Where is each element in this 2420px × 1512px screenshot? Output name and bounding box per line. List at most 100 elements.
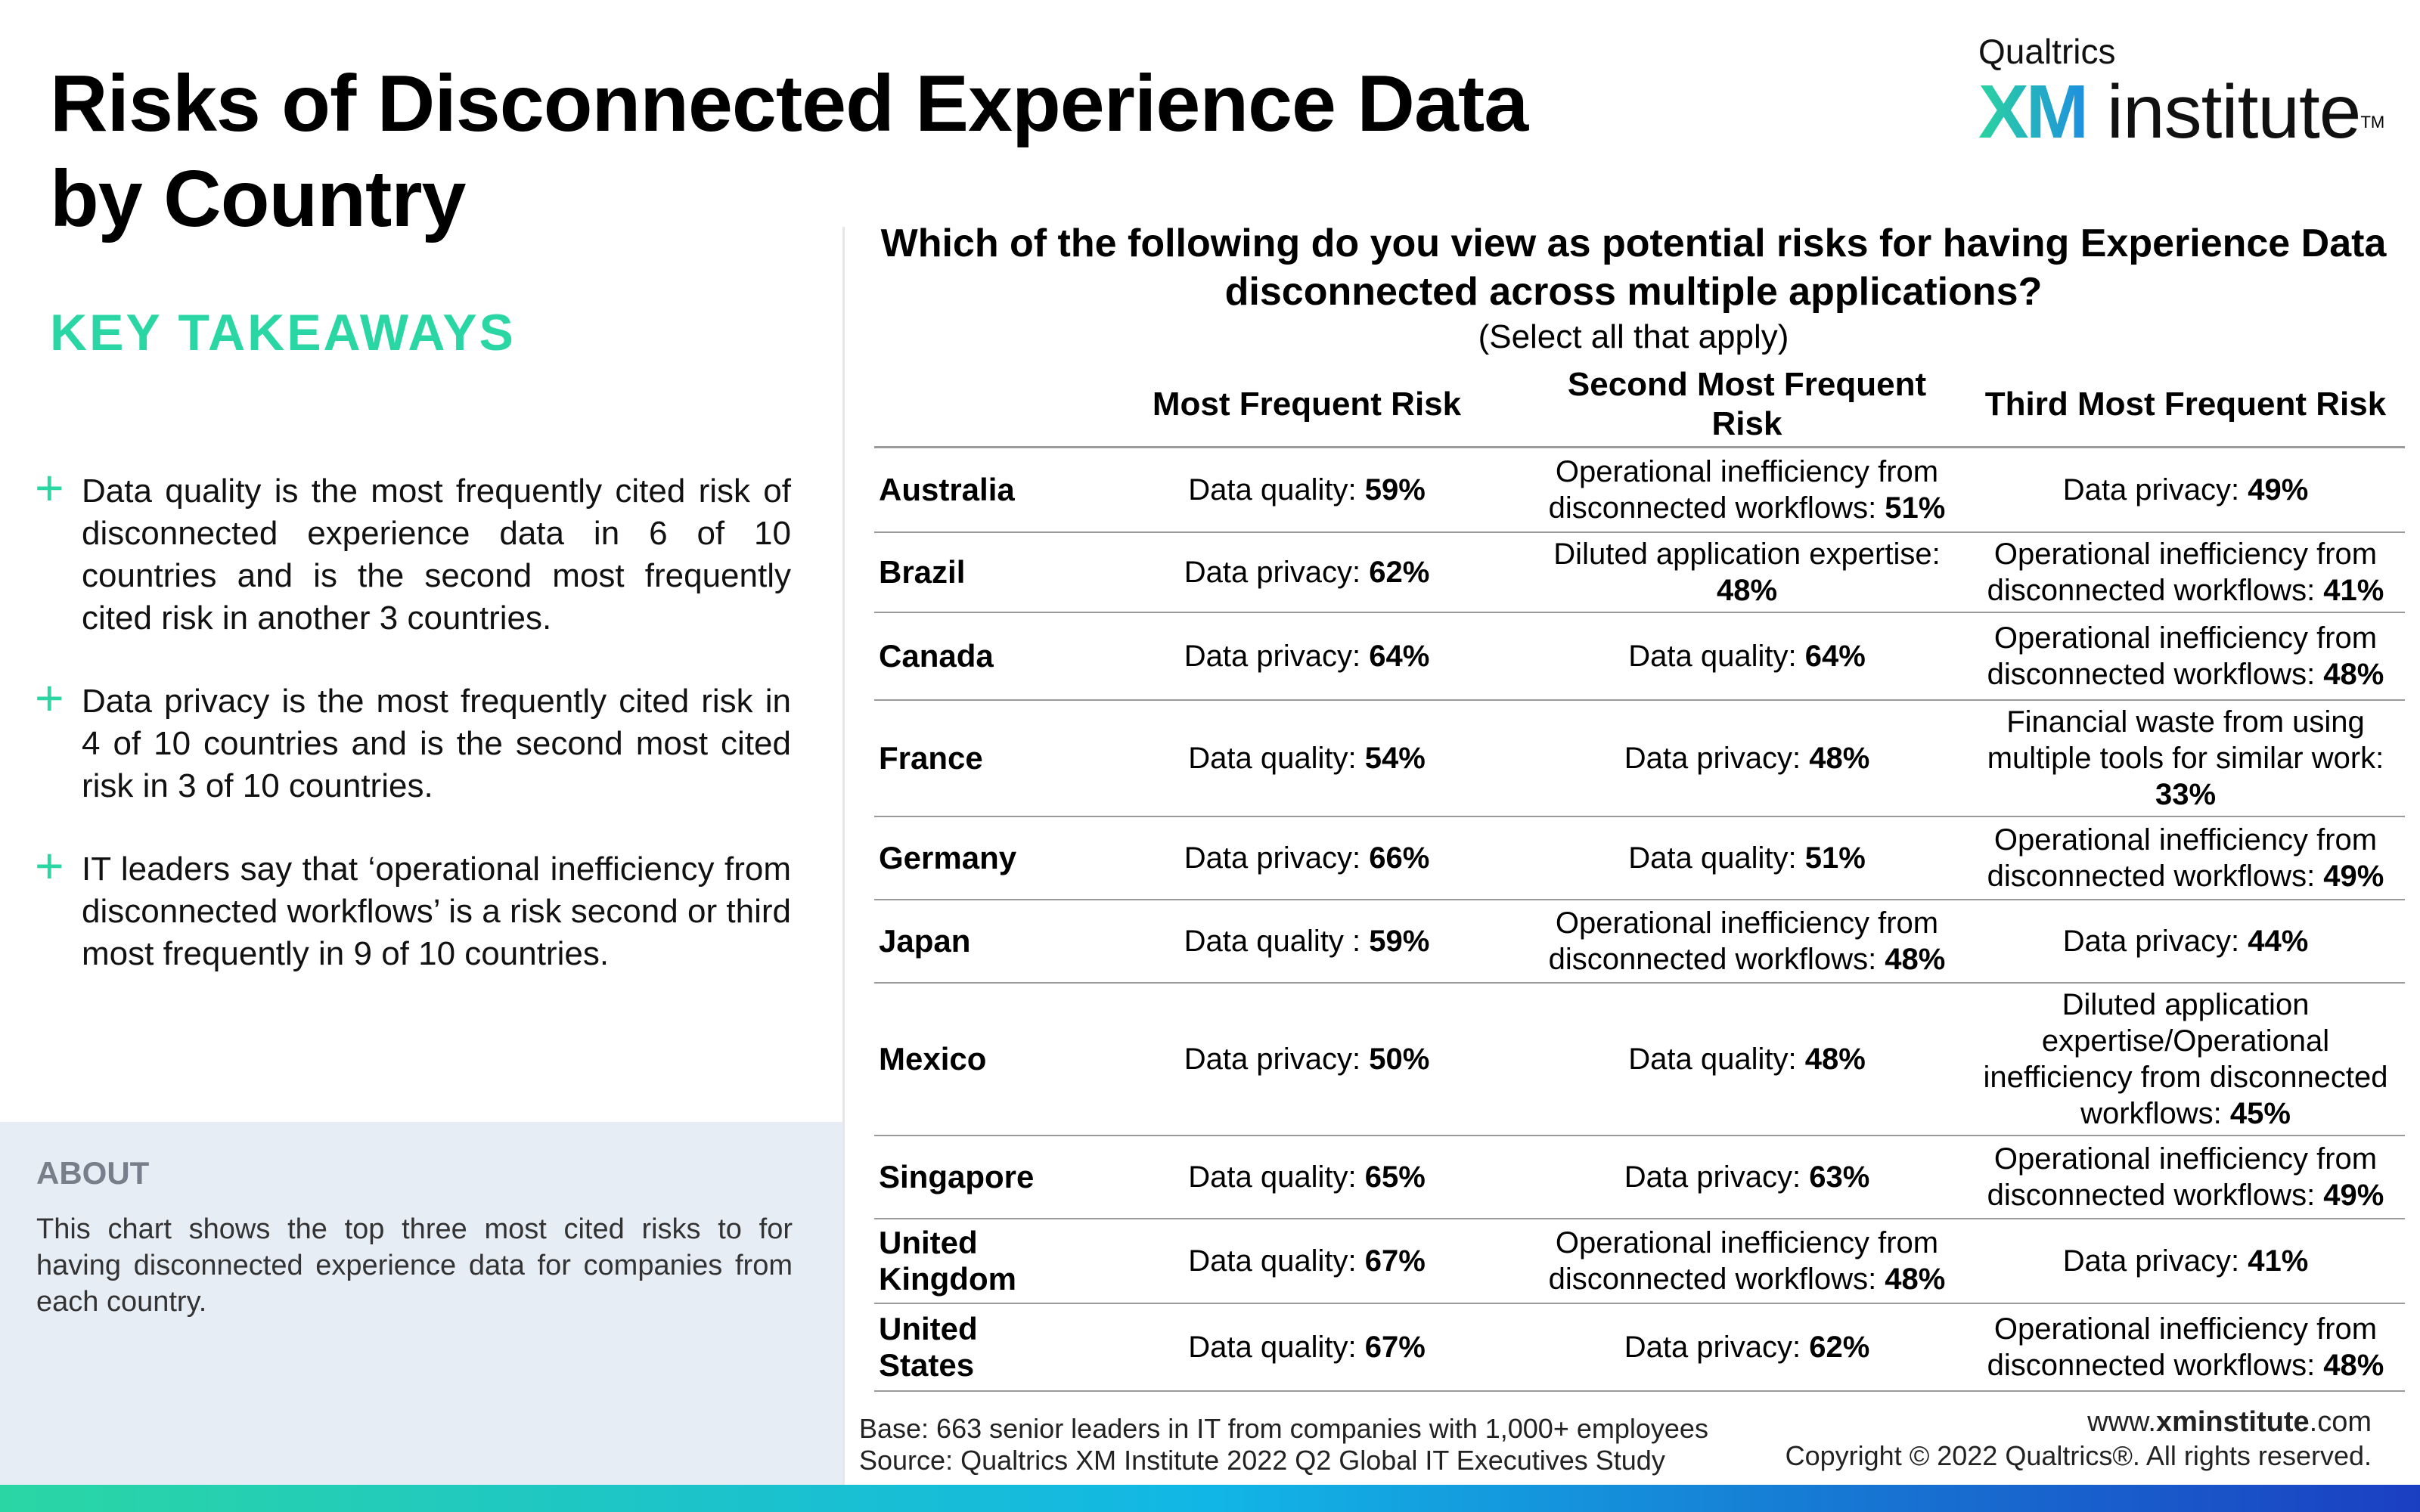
country-cell: Australia: [874, 447, 1086, 533]
risk-cell: Data quality: 48%: [1528, 982, 1966, 1136]
table-row: France Data quality: 54% Data privacy: 48%…: [874, 699, 2405, 817]
risk-label: Operational inefficiency from disconnect…: [1987, 537, 2378, 607]
risk-label: Operational inefficiency from disconnect…: [1548, 906, 1939, 976]
risk-label: Data privacy:: [1184, 841, 1370, 875]
brand-xm-text: XM: [1978, 70, 2089, 154]
risk-label: Data privacy:: [1624, 741, 1810, 775]
takeaway-item: + Data quality is the most frequently ci…: [35, 461, 791, 640]
risk-cell: Operational inefficiency from disconnect…: [1966, 1303, 2405, 1392]
risk-percent: 59%: [1369, 924, 1430, 958]
risk-percent: 54%: [1364, 741, 1426, 775]
key-takeaways-heading: KEY TAKEAWAYS: [50, 304, 516, 361]
risk-cell: Data privacy: 64%: [1086, 612, 1528, 701]
risk-cell: Data privacy: 62%: [1086, 531, 1528, 613]
risk-label: Data privacy:: [1184, 639, 1370, 673]
brand-wordmark: XM instituteTM: [1978, 74, 2384, 150]
risk-cell: Data privacy: 63%: [1528, 1135, 1966, 1219]
site-domain: xminstitute: [2155, 1406, 2310, 1438]
risk-label: Data privacy:: [2062, 1244, 2248, 1278]
source-note: Source: Qualtrics XM Institute 2022 Q2 G…: [859, 1445, 1665, 1476]
takeaway-item: + Data privacy is the most frequently ci…: [35, 671, 791, 807]
table-row: Germany Data privacy: 66% Data quality: 51…: [874, 816, 2405, 900]
risk-label: Data quality :: [1184, 924, 1370, 958]
table-row: Australia Data quality: 59% Operational in…: [874, 447, 2405, 533]
takeaway-text: Data quality is the most frequently cite…: [82, 472, 791, 637]
risk-cell: Data quality : 59%: [1086, 899, 1528, 984]
risk-percent: 51%: [1885, 491, 1946, 525]
base-note: Base: 663 senior leaders in IT from comp…: [859, 1413, 1708, 1444]
survey-question: Which of the following do you view as po…: [880, 222, 2387, 314]
table-header-row: Most Frequent Risk Second Most Frequent …: [874, 363, 2405, 448]
takeaway-text: IT leaders say that ‘operational ineffic…: [82, 850, 791, 972]
risk-percent: 63%: [1809, 1160, 1870, 1194]
risk-cell: Data quality: 54%: [1086, 699, 1528, 817]
risk-percent: 62%: [1369, 555, 1430, 589]
risk-label: Data privacy:: [1624, 1330, 1810, 1364]
risk-cell: Data privacy: 44%: [1966, 899, 2405, 984]
table-row: United States Data quality: 67% Data priva…: [874, 1303, 2405, 1392]
risk-percent: 62%: [1809, 1330, 1870, 1364]
risk-label: Operational inefficiency from disconnect…: [1548, 1225, 1939, 1296]
country-cell: Canada: [874, 612, 1086, 701]
website-link[interactable]: www.xminstitute.com: [2087, 1405, 2372, 1439]
risk-cell: Data privacy: 41%: [1966, 1218, 2405, 1304]
risk-cell: Operational inefficiency from disconnect…: [1966, 531, 2405, 613]
risk-cell: Data privacy: 48%: [1528, 699, 1966, 817]
risk-percent: 41%: [2323, 573, 2384, 607]
risk-cell: Data quality: 65%: [1086, 1135, 1528, 1219]
table-body: Australia Data quality: 59% Operational in…: [874, 447, 2405, 1392]
risk-cell: Data privacy: 66%: [1086, 816, 1528, 900]
risk-percent: 41%: [2248, 1244, 2309, 1278]
header-third-most-frequent: Third Most Frequent Risk: [1966, 363, 2405, 448]
country-cell: France: [874, 699, 1086, 817]
risk-percent: 48%: [2323, 657, 2384, 691]
takeaway-item: + IT leaders say that ‘operational ineff…: [35, 839, 791, 975]
risk-percent: 48%: [1809, 741, 1870, 775]
risk-label: Data privacy:: [1624, 1160, 1810, 1194]
risk-label: Data quality:: [1188, 1160, 1365, 1194]
risk-cell: Operational inefficiency from disconnect…: [1966, 612, 2405, 701]
risk-label: Operational inefficiency from disconnect…: [1987, 1142, 2378, 1212]
country-cell: United Kingdom: [874, 1218, 1086, 1304]
header-second-most-frequent: Second Most Frequent Risk: [1528, 363, 1966, 448]
table-row: Brazil Data privacy: 62% Diluted applicati…: [874, 531, 2405, 613]
risk-label: Diluted application expertise:: [1553, 537, 1941, 571]
country-cell: Singapore: [874, 1135, 1086, 1219]
risk-percent: 48%: [1885, 1262, 1946, 1296]
about-heading: ABOUT: [36, 1155, 150, 1191]
risk-label: Operational inefficiency from disconnect…: [1548, 454, 1939, 525]
country-cell: Mexico: [874, 982, 1086, 1136]
vertical-divider: [842, 227, 845, 1497]
risk-percent: 45%: [2229, 1096, 2291, 1130]
risk-percent: 59%: [1364, 472, 1426, 507]
risk-cell: Operational inefficiency from disconnect…: [1528, 899, 1966, 984]
risk-cell: Data privacy: 50%: [1086, 982, 1528, 1136]
risk-cell: Data privacy: 62%: [1528, 1303, 1966, 1392]
risk-label: Operational inefficiency from disconnect…: [1987, 1312, 2378, 1382]
risk-percent: 44%: [2248, 924, 2309, 958]
risk-cell: Data quality: 59%: [1086, 447, 1528, 533]
header-country: [874, 363, 1086, 448]
risk-label: Data privacy:: [1184, 1042, 1370, 1076]
risk-label: Data quality:: [1188, 1244, 1365, 1278]
country-cell: Japan: [874, 899, 1086, 984]
risk-cell: Operational inefficiency from disconnect…: [1966, 1135, 2405, 1219]
site-suffix: .com: [2309, 1406, 2372, 1438]
risk-cell: Data quality: 67%: [1086, 1303, 1528, 1392]
site-prefix: www.: [2087, 1406, 2156, 1438]
page-title: Risks of Disconnected Experience Data by…: [50, 59, 1528, 243]
table-row: Japan Data quality : 59% Operational ineff…: [874, 899, 2405, 984]
risk-label: Data quality:: [1188, 741, 1365, 775]
survey-subquestion: (Select all that apply): [1478, 318, 1789, 355]
table-row: Singapore Data quality: 65% Data privacy: …: [874, 1135, 2405, 1219]
table-row: Mexico Data privacy: 50% Data quality: 48%…: [874, 982, 2405, 1136]
about-text: This chart shows the top three most cite…: [36, 1213, 793, 1318]
country-cell: United States: [874, 1303, 1086, 1392]
risk-table: Most Frequent Risk Second Most Frequent …: [874, 363, 2405, 1392]
risk-percent: 50%: [1369, 1042, 1430, 1076]
plus-icon: +: [35, 460, 64, 516]
risk-percent: 67%: [1364, 1330, 1426, 1364]
risk-label: Data quality:: [1628, 841, 1805, 875]
risk-label: Diluted application expertise/Operationa…: [1983, 987, 2388, 1130]
risk-cell: Operational inefficiency from disconnect…: [1966, 816, 2405, 900]
